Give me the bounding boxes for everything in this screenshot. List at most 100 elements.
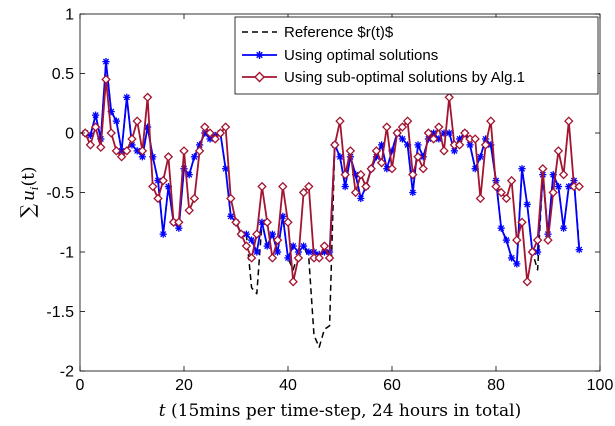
legend: Reference $r(t)$ Using optimal solutions… [234,16,599,95]
point-suboptimal [506,175,517,186]
point-optimal [123,93,131,101]
x-tick-label: 100 [587,377,614,394]
point-optimal [102,58,110,66]
point-optimal [263,242,271,250]
legend-marker-suboptimal [254,71,265,83]
y-tick-label: 0 [65,126,74,143]
point-optimal [92,111,100,119]
ticks-layer: 0 20 40 60 80 100 -2 -1.5 -1 -0.5 0 0.5 1 [46,7,613,395]
point-suboptimal [111,146,122,156]
point-suboptimal [418,163,428,174]
point-suboptimal [96,142,106,152]
point-optimal [300,242,308,250]
point-suboptimal [522,277,532,287]
point-suboptimal [257,181,267,192]
point-suboptimal [475,193,486,204]
point-suboptimal [210,134,220,144]
x-tick-label: 80 [487,377,505,394]
point-suboptimal [298,187,309,198]
point-optimal [518,165,526,173]
point-suboptimal [423,128,434,138]
point-optimal [248,236,256,244]
point-suboptimal [454,140,465,150]
point-suboptimal [397,122,408,132]
point-optimal [268,230,276,238]
point-suboptimal [226,193,236,204]
x-tick-label: 40 [279,377,297,394]
point-suboptimal [538,163,548,174]
point-suboptimal [512,235,522,245]
y-tick-label: 1 [65,7,74,24]
point-optimal [112,117,120,125]
point-suboptimal [330,140,340,150]
series-suboptimal [80,74,584,287]
point-suboptimal [345,146,356,156]
point-suboptimal [439,146,449,156]
point-suboptimal [148,181,158,192]
point-optimal [445,129,453,137]
point-suboptimal [382,122,392,132]
point-suboptimal [434,122,444,132]
point-optimal [414,141,422,149]
x-axis-title-var: t [159,401,166,421]
point-optimal [357,194,365,203]
point-suboptimal [142,92,153,103]
point-suboptimal [283,217,293,227]
y-tick-label: 0.5 [52,66,74,83]
point-suboptimal [194,146,205,156]
y-tick-label: -1 [60,245,74,262]
point-suboptimal [376,158,387,168]
point-suboptimal [220,122,231,132]
point-optimal [508,254,516,262]
legend-box [234,16,599,95]
point-suboptimal [319,241,330,251]
point-suboptimal [246,253,257,263]
point-suboptimal [252,229,262,239]
point-suboptimal [564,116,574,126]
point-optimal [575,246,583,254]
point-optimal [274,248,282,256]
point-suboptimal [558,169,569,180]
point-optimal [138,153,146,161]
point-suboptimal [408,169,418,180]
y-tick-label: -1.5 [46,304,74,321]
point-suboptimal [127,134,137,144]
point-suboptimal [85,140,96,150]
y-axis-title-sub: i [28,187,41,191]
point-suboptimal [387,163,397,174]
point-optimal [502,236,510,244]
point-suboptimal [402,116,413,126]
point-suboptimal [361,181,371,192]
y-tick-label: -2 [60,364,74,381]
legend-label-suboptimal: Using sub-optimal solutions by Alg.1 [284,69,525,86]
point-optimal [523,200,531,208]
point-suboptimal [548,187,558,198]
point-suboptimal [491,181,501,192]
legend-label-reference: Reference $r(t)$ [284,24,394,41]
point-suboptimal [288,277,298,287]
point-suboptimal [350,187,361,198]
point-suboptimal [189,193,200,204]
point-suboptimal [480,140,491,150]
point-optimal [190,153,198,161]
point-suboptimal [153,193,163,204]
point-suboptimal [231,217,241,227]
y-axis-title: ∑ ui(t) [17,166,41,217]
point-suboptimal [428,134,439,144]
point-suboptimal [460,128,470,138]
point-suboptimal [366,163,376,174]
point-suboptimal [496,187,506,198]
point-optimal [336,153,344,161]
point-optimal [398,135,406,143]
point-suboptimal [392,128,402,138]
point-suboptimal [205,128,215,138]
series-layer [80,58,584,348]
legend-label-optimal: Using optimal solutions [284,47,438,64]
point-suboptimal [278,181,288,192]
point-suboptimal [116,152,127,162]
point-suboptimal [272,235,283,245]
point-suboptimal [267,253,278,263]
point-suboptimal [527,247,538,257]
point-optimal [466,141,474,149]
point-optimal [513,260,521,268]
